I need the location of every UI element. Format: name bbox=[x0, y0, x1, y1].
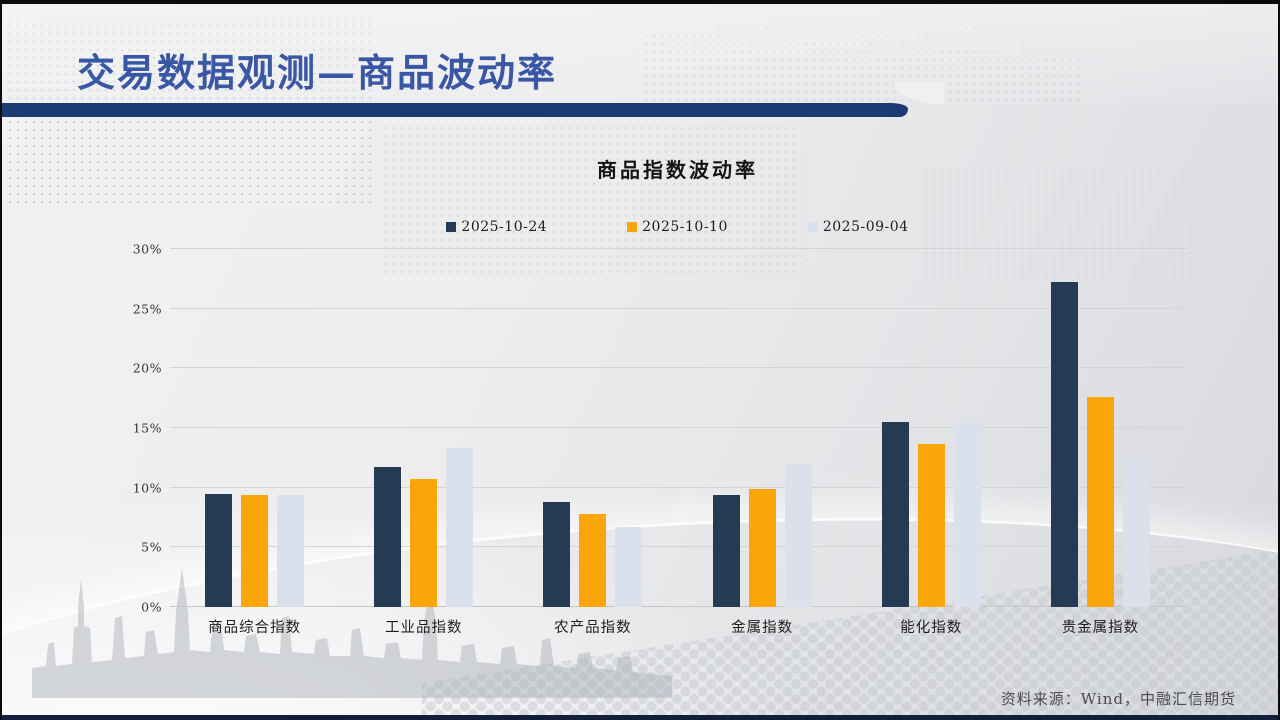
legend-item: 2025-10-24 bbox=[446, 219, 547, 235]
bar-2025-10-24 bbox=[374, 467, 402, 607]
gridline bbox=[170, 486, 1185, 488]
y-tick-label: 30% bbox=[132, 241, 162, 257]
legend-swatch bbox=[807, 222, 818, 232]
bar-2025-09-04 bbox=[277, 494, 305, 607]
source-note: 资料来源：Wind，中融汇信期货 bbox=[1000, 690, 1236, 708]
legend-swatch bbox=[627, 222, 638, 232]
bar-2025-09-04 bbox=[1122, 457, 1150, 607]
bar-2025-10-24 bbox=[881, 422, 909, 607]
gridline bbox=[170, 307, 1185, 309]
bottom-bar bbox=[2, 715, 1278, 720]
category-label: 能化指数 bbox=[900, 620, 963, 636]
slide-header: 交易数据观测—商品波动率 bbox=[2, 4, 1278, 104]
legend-item: 2025-10-10 bbox=[627, 219, 728, 235]
category-label: 金属指数 bbox=[731, 620, 794, 636]
bar-2025-09-04 bbox=[615, 527, 643, 607]
y-axis: 0% 5% 10% 15% 20% 25% 30% bbox=[108, 242, 162, 615]
bar-2025-10-10 bbox=[241, 494, 269, 607]
bar-group: 贵金属指数 bbox=[1016, 249, 1185, 636]
plot-wrap: 0% 5% 10% 15% 20% 25% 30% 商品综合指数 工业品指数 农产品指数 金属指数… bbox=[133, 242, 1185, 636]
y-tick-label: 15% bbox=[132, 420, 162, 436]
bar-group: 商品综合指数 bbox=[170, 249, 339, 636]
category-label: 农产品指数 bbox=[554, 620, 632, 636]
gridline bbox=[170, 427, 1185, 428]
category-label: 贵金属指数 bbox=[1061, 620, 1140, 636]
bar-2025-09-04 bbox=[784, 463, 812, 607]
chart-title: 商品指数波动率 bbox=[597, 158, 758, 182]
bar-group: 金属指数 bbox=[678, 249, 847, 636]
title-divider-bar bbox=[2, 103, 908, 117]
y-tick-label: 10% bbox=[132, 480, 162, 496]
bar-group: 工业品指数 bbox=[339, 249, 508, 636]
bar-2025-10-10 bbox=[748, 488, 776, 607]
chart-legend: 2025-10-24 2025-10-10 2025-09-04 bbox=[170, 219, 1185, 235]
bar-2025-09-04 bbox=[953, 423, 981, 607]
legend-item: 2025-09-04 bbox=[807, 219, 909, 235]
legend-label: 2025-10-10 bbox=[642, 219, 728, 235]
y-tick-label: 25% bbox=[132, 301, 162, 317]
gridline bbox=[170, 546, 1185, 548]
bar-2025-10-24 bbox=[205, 493, 233, 607]
bar-2025-10-24 bbox=[712, 494, 740, 607]
y-tick-label: 20% bbox=[132, 360, 162, 376]
category-label: 工业品指数 bbox=[385, 620, 463, 636]
slide-title: 交易数据观测—商品波动率 bbox=[77, 50, 558, 95]
bar-2025-09-04 bbox=[446, 448, 474, 607]
bar-2025-10-10 bbox=[1086, 396, 1114, 607]
legend-swatch bbox=[446, 222, 457, 232]
bar-group: 农产品指数 bbox=[508, 249, 677, 636]
bar-group: 能化指数 bbox=[847, 249, 1016, 636]
gridline bbox=[170, 367, 1185, 369]
bar-2025-10-10 bbox=[410, 479, 438, 607]
legend-label: 2025-09-04 bbox=[822, 219, 909, 235]
legend-label: 2025-10-24 bbox=[461, 219, 548, 235]
category-label: 商品综合指数 bbox=[208, 620, 302, 636]
bar-2025-10-10 bbox=[579, 513, 607, 607]
bar-2025-10-24 bbox=[543, 502, 571, 607]
bar-2025-10-24 bbox=[1050, 282, 1078, 607]
plot-area: 商品综合指数 工业品指数 农产品指数 金属指数 能化指数 贵金属指数 bbox=[170, 248, 1185, 636]
bar-2025-10-10 bbox=[917, 443, 945, 607]
gridline bbox=[170, 248, 1185, 249]
y-tick-label: 0% bbox=[141, 599, 162, 615]
y-tick-label: 5% bbox=[141, 539, 162, 555]
